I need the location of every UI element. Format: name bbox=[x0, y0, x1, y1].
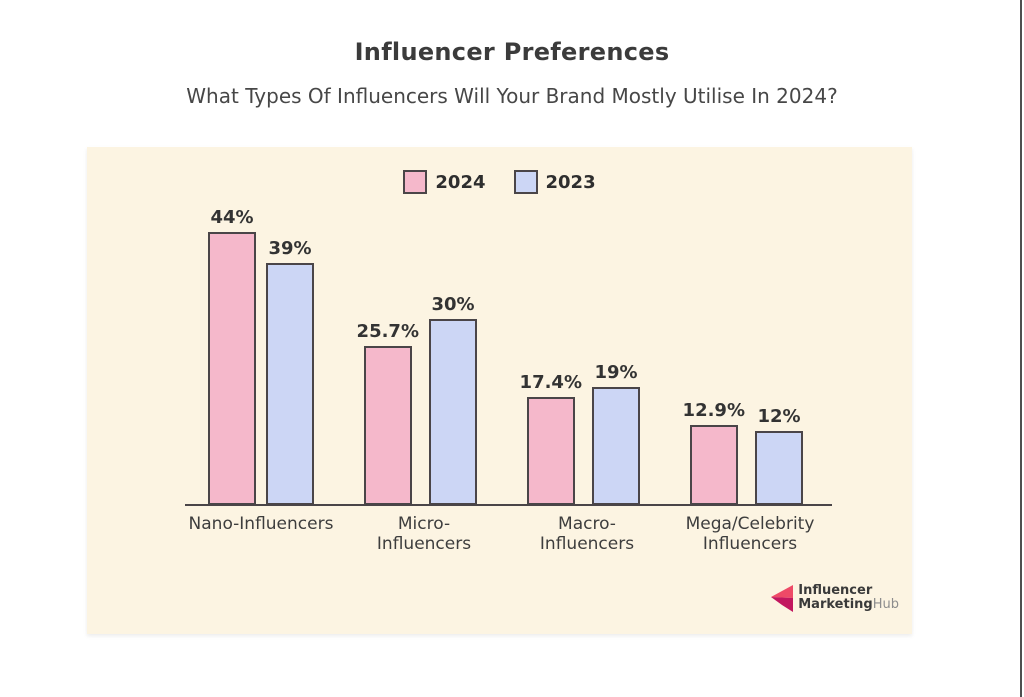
bar-2023-3 bbox=[755, 430, 803, 505]
legend-label-2023: 2023 bbox=[545, 171, 596, 193]
bar-wrap-2024-1: 25.7% bbox=[357, 321, 419, 505]
x-axis-line bbox=[185, 504, 832, 506]
bar-group-2: 17.4% 19% bbox=[520, 362, 640, 505]
bar-value-label-2024-0: 44% bbox=[210, 207, 254, 229]
bar-wrap-2023-3: 12% bbox=[755, 406, 803, 505]
bar-2024-2 bbox=[526, 397, 575, 505]
legend-label-2024: 2024 bbox=[435, 171, 486, 193]
bar-2024-0 bbox=[208, 232, 256, 505]
logo-line1: Influencer bbox=[798, 583, 873, 599]
bar-value-label-2023-0: 39% bbox=[268, 238, 312, 260]
category-label-0: Nano-Influencers bbox=[188, 514, 334, 534]
category-labels-row: Nano-Influencers Micro- Influencers Macro-… bbox=[181, 514, 830, 554]
chart-title: Influencer Preferences bbox=[354, 38, 670, 66]
bar-2023-1 bbox=[429, 319, 477, 505]
legend: 2024 2023 bbox=[87, 170, 912, 194]
bar-value-label-2023-2: 19% bbox=[594, 362, 638, 384]
legend-item-2023: 2023 bbox=[513, 170, 596, 194]
bar-value-label-2024-1: 25.7% bbox=[356, 320, 419, 342]
legend-swatch-2024 bbox=[403, 170, 428, 194]
logo-hub-text: Hub bbox=[872, 597, 899, 612]
bar-value-label-2023-3: 12% bbox=[757, 405, 801, 427]
bar-chart: 44% 39% 25.7% 30% 17.4% 19% 12.9% 12% Nano-Infl… bbox=[87, 147, 912, 634]
logo-arrow-icon bbox=[771, 585, 794, 612]
bar-2024-1 bbox=[363, 345, 412, 505]
chart-panel: 2024 2023 44% 39% 25.7% 30% 17.4% 19% 12.9% 12% … bbox=[87, 147, 912, 634]
bar-value-label-2024-3: 12.9% bbox=[682, 400, 745, 422]
bar-group-1: 25.7% 30% bbox=[357, 294, 477, 505]
bar-2024-3 bbox=[689, 425, 738, 505]
bar-2023-0 bbox=[266, 263, 314, 505]
bar-2023-2 bbox=[592, 387, 640, 505]
bars-row: 44% 39% 25.7% 30% 17.4% 19% 12.9% 12% bbox=[208, 147, 803, 505]
bar-value-label-2023-1: 30% bbox=[431, 294, 475, 315]
bar-wrap-2023-0: 39% bbox=[266, 238, 314, 505]
chart-subtitle: What Types Of Influencers Will Your Bran… bbox=[186, 84, 838, 108]
logo-marketing-text: Marketing bbox=[798, 597, 873, 612]
influencer-marketinghub-logo: Influencer MarketingHub bbox=[768, 583, 899, 613]
category-label-3: Mega/Celebrity Influencers bbox=[685, 514, 815, 555]
legend-swatch-2023 bbox=[513, 170, 538, 194]
bar-group-0: 44% 39% bbox=[208, 207, 314, 505]
logo-line2: MarketingHub bbox=[798, 598, 899, 612]
bar-wrap-2023-1: 30% bbox=[429, 294, 477, 505]
category-label-2: Macro- Influencers bbox=[539, 514, 635, 555]
bar-group-3: 12.9% 12% bbox=[683, 400, 803, 505]
bar-wrap-2024-3: 12.9% bbox=[683, 400, 745, 505]
legend-item-2024: 2024 bbox=[403, 170, 486, 194]
logo-text: Influencer MarketingHub bbox=[798, 584, 899, 611]
window-right-edge-line bbox=[1020, 0, 1022, 697]
category-label-1: Micro- Influencers bbox=[376, 514, 472, 555]
bar-value-label-2024-2: 17.4% bbox=[519, 372, 582, 394]
bar-wrap-2023-2: 19% bbox=[592, 362, 640, 505]
bar-wrap-2024-0: 44% bbox=[208, 207, 256, 505]
bar-wrap-2024-2: 17.4% bbox=[520, 372, 582, 505]
